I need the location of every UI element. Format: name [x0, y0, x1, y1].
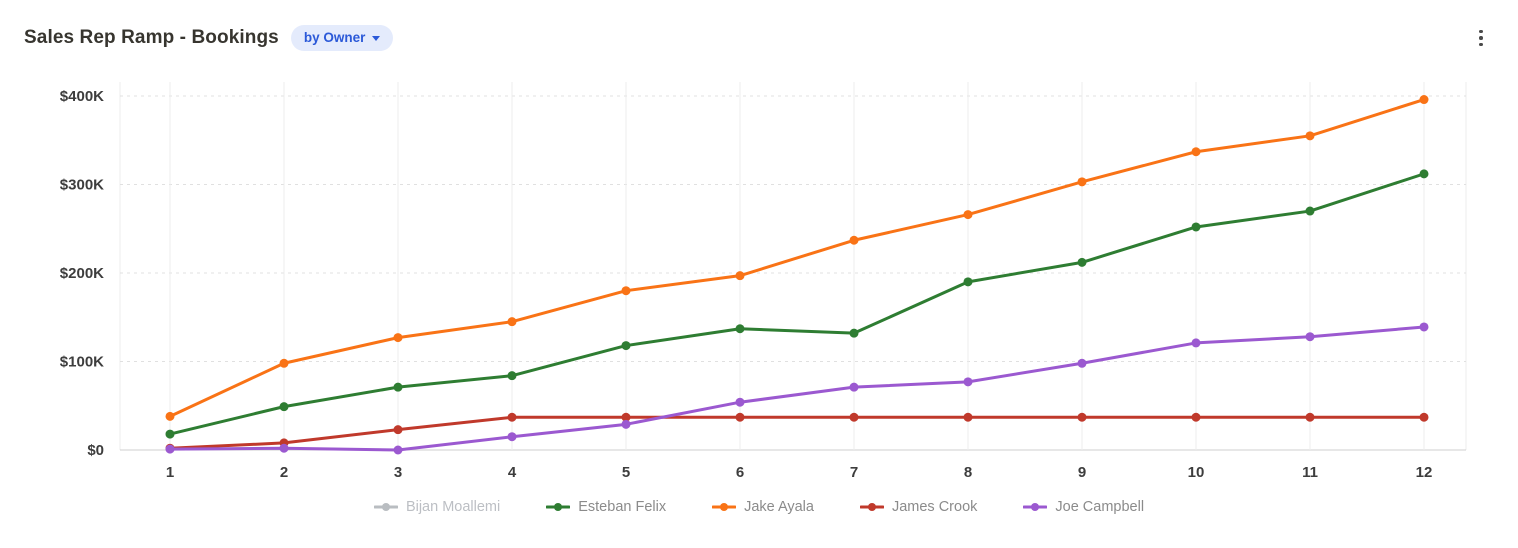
legend-label: Jake Ayala	[744, 499, 814, 515]
x-axis-tick-label: 12	[1416, 464, 1433, 481]
data-point-james-crook[interactable]	[1419, 412, 1429, 422]
series-line-jake-ayala	[168, 98, 1426, 418]
by-owner-dropdown-label: by Owner	[303, 30, 366, 46]
data-point-esteban-felix[interactable]	[621, 341, 631, 351]
data-point-joe-campbell[interactable]	[507, 432, 517, 442]
data-point-jake-ayala[interactable]	[849, 235, 859, 245]
data-point-joe-campbell[interactable]	[279, 443, 289, 453]
kebab-menu-icon[interactable]	[1468, 25, 1494, 51]
data-point-james-crook[interactable]	[393, 425, 403, 435]
data-point-joe-campbell[interactable]	[165, 444, 175, 454]
data-point-esteban-felix[interactable]	[165, 429, 175, 439]
series-line-joe-campbell	[168, 325, 1426, 452]
series-line-esteban-felix	[168, 172, 1426, 436]
chart-title: Sales Rep Ramp - Bookings	[24, 27, 279, 48]
data-point-james-crook[interactable]	[507, 412, 517, 422]
data-point-jake-ayala[interactable]	[1077, 177, 1087, 187]
data-point-esteban-felix[interactable]	[963, 277, 973, 287]
x-axis-tick-label: 10	[1188, 464, 1205, 481]
data-point-jake-ayala[interactable]	[1305, 131, 1315, 141]
x-axis-tick-label: 3	[394, 464, 402, 481]
data-point-joe-campbell[interactable]	[1305, 332, 1315, 342]
data-point-esteban-felix[interactable]	[507, 371, 517, 381]
legend-item-joe-campbell[interactable]: Joe Campbell	[1023, 499, 1144, 515]
legend-label: Bijan Moallemi	[405, 499, 501, 515]
y-axis-tick-label: $400K	[60, 88, 104, 105]
data-point-joe-campbell[interactable]	[963, 377, 973, 387]
data-point-jake-ayala[interactable]	[393, 333, 403, 343]
legend-marker-icon	[1023, 503, 1048, 511]
legend-label: James Crook	[891, 499, 978, 515]
legend-marker-icon	[373, 503, 398, 511]
data-point-james-crook[interactable]	[1077, 412, 1087, 422]
legend-label: Joe Campbell	[1055, 499, 1145, 515]
legend-label: Esteban Felix	[578, 499, 667, 515]
x-axis-tick-label: 8	[964, 464, 972, 481]
data-point-james-crook[interactable]	[735, 412, 745, 422]
data-point-jake-ayala[interactable]	[735, 271, 745, 281]
data-point-joe-campbell[interactable]	[1191, 338, 1201, 348]
data-point-esteban-felix[interactable]	[849, 328, 859, 338]
data-point-jake-ayala[interactable]	[507, 317, 517, 327]
data-point-esteban-felix[interactable]	[1419, 169, 1429, 179]
data-point-joe-campbell[interactable]	[1419, 322, 1429, 332]
x-axis-tick-label: 7	[850, 464, 858, 481]
data-point-jake-ayala[interactable]	[279, 358, 289, 368]
y-axis-tick-label: $0	[87, 442, 104, 459]
data-point-jake-ayala[interactable]	[1191, 147, 1201, 157]
y-axis-tick-label: $300K	[60, 177, 104, 194]
data-point-james-crook[interactable]	[849, 412, 859, 422]
data-point-joe-campbell[interactable]	[393, 445, 403, 455]
x-axis-tick-label: 6	[736, 464, 744, 481]
chart-legend: Bijan Moallemi Esteban Felix Jake Ayala Jam…	[0, 494, 1518, 520]
data-point-esteban-felix[interactable]	[279, 402, 289, 412]
data-point-joe-campbell[interactable]	[849, 382, 859, 392]
legend-item-esteban-felix[interactable]: Esteban Felix	[546, 499, 666, 515]
legend-marker-icon	[546, 503, 571, 511]
data-point-esteban-felix[interactable]	[1305, 206, 1315, 216]
kebab-dot	[1479, 29, 1483, 34]
y-axis-tick-label: $100K	[60, 354, 104, 371]
chevron-down-icon	[372, 36, 381, 41]
by-owner-dropdown[interactable]: by Owner	[290, 25, 394, 51]
legend-marker-icon	[859, 503, 884, 511]
x-axis-tick-label: 5	[622, 464, 630, 481]
data-point-jake-ayala[interactable]	[165, 411, 175, 421]
x-axis-tick-label: 2	[280, 464, 288, 481]
legend-marker-icon	[712, 503, 737, 511]
series-line-james-crook	[168, 415, 1426, 450]
data-point-joe-campbell[interactable]	[621, 419, 631, 429]
legend-item-jake-ayala[interactable]: Jake Ayala	[712, 499, 814, 515]
data-point-james-crook[interactable]	[1305, 412, 1315, 422]
data-point-joe-campbell[interactable]	[1077, 358, 1087, 368]
data-point-james-crook[interactable]	[621, 412, 631, 422]
data-point-jake-ayala[interactable]	[963, 210, 973, 220]
data-point-jake-ayala[interactable]	[621, 286, 631, 296]
x-axis-tick-label: 1	[166, 464, 174, 481]
kebab-dot	[1479, 42, 1483, 47]
data-point-joe-campbell[interactable]	[735, 397, 745, 407]
data-point-esteban-felix[interactable]	[393, 382, 403, 392]
data-point-james-crook[interactable]	[963, 412, 973, 422]
kebab-dot	[1479, 36, 1483, 40]
data-point-esteban-felix[interactable]	[1077, 257, 1087, 267]
y-axis-tick-label: $200K	[60, 265, 104, 282]
data-point-jake-ayala[interactable]	[1419, 95, 1429, 105]
data-point-esteban-felix[interactable]	[1191, 222, 1201, 232]
data-point-james-crook[interactable]	[1191, 412, 1201, 422]
legend-item-bijan-moallemi[interactable]: Bijan Moallemi	[373, 499, 501, 515]
chart-header-left: Sales Rep Ramp - Bookings by Owner	[24, 25, 394, 51]
x-axis-tick-label: 11	[1302, 464, 1318, 481]
chart-header: Sales Rep Ramp - Bookings by Owner	[0, 0, 1518, 62]
data-point-esteban-felix[interactable]	[735, 324, 745, 334]
legend-item-james-crook[interactable]: James Crook	[859, 499, 978, 515]
x-axis-tick-label: 9	[1078, 464, 1086, 481]
x-axis-tick-label: 4	[508, 464, 517, 481]
